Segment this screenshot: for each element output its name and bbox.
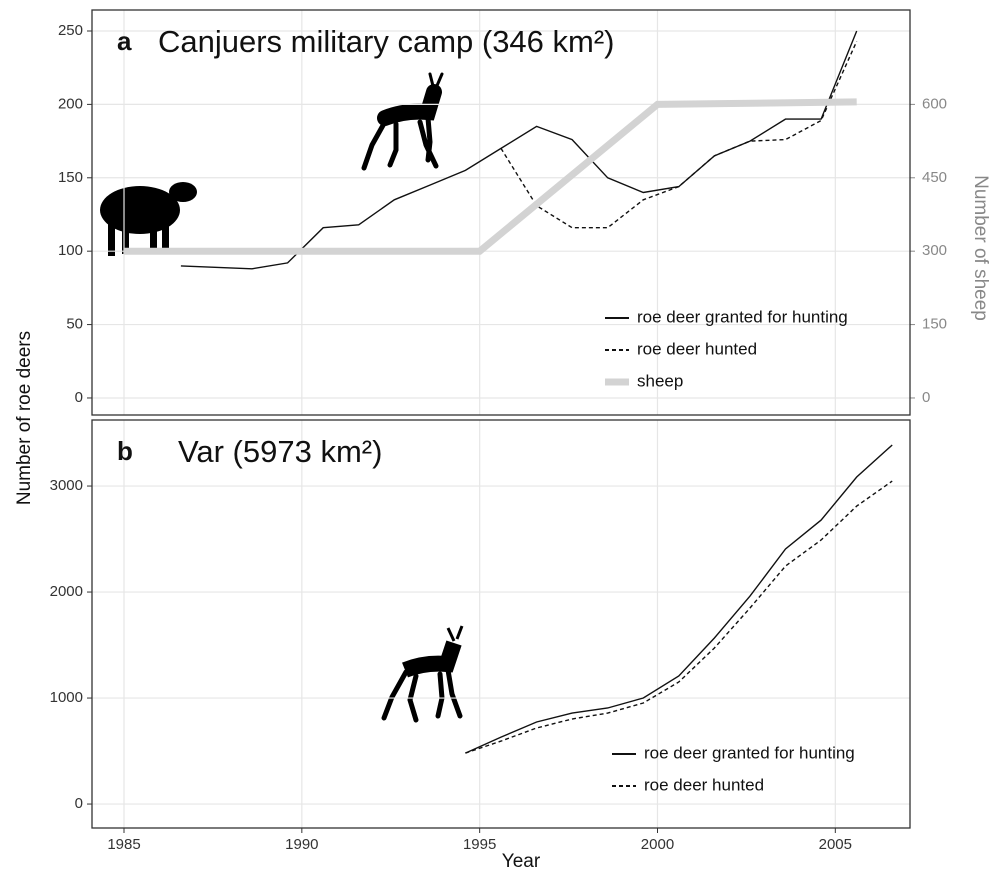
series-line — [465, 480, 893, 754]
y-tick-label: 1000 — [50, 689, 83, 706]
sheep-icon — [100, 182, 197, 256]
y-tick-label: 0 — [75, 389, 83, 406]
y-axis-label: Number of roe deers — [14, 331, 35, 505]
deer-icon — [381, 625, 464, 723]
legend-label: roe deer granted for hunting — [637, 307, 848, 326]
panel-title: Var (5973 km²) — [178, 434, 382, 469]
y2-axis-label: Number of sheep — [970, 175, 991, 321]
y-tick-label: 250 — [58, 22, 83, 39]
y2-tick-label: 150 — [922, 316, 947, 333]
y-tick-label: 50 — [66, 316, 83, 333]
series-line — [465, 444, 893, 754]
legend-label: roe deer granted for hunting — [644, 743, 855, 762]
y2-tick-label: 600 — [922, 95, 947, 112]
y2-tick-label: 450 — [922, 169, 947, 186]
y-tick-label: 3000 — [50, 477, 83, 494]
x-tick-label: 1995 — [463, 836, 496, 853]
series-line — [124, 98, 857, 255]
panel-border — [91, 419, 911, 829]
x-tick-label: 1990 — [285, 836, 318, 853]
legend-label: sheep — [637, 371, 683, 390]
y2-tick-label: 300 — [922, 242, 947, 259]
panel-border — [91, 9, 911, 416]
y-tick-label: 100 — [58, 242, 83, 259]
series-line — [180, 30, 858, 270]
x-tick-label: 1985 — [107, 836, 140, 853]
panel-title: Canjuers military camp (346 km²) — [158, 24, 615, 59]
y-tick-label: 200 — [58, 95, 83, 112]
x-tick-label: 2005 — [819, 836, 852, 853]
y-tick-label: 2000 — [50, 583, 83, 600]
series-line — [500, 41, 858, 229]
x-axis-label: Year — [502, 851, 541, 872]
legend-label: roe deer hunted — [637, 339, 757, 358]
y-tick-label: 0 — [75, 795, 83, 812]
x-tick-label: 2000 — [641, 836, 674, 853]
panel-label: a — [117, 26, 132, 56]
y-tick-label: 150 — [58, 169, 83, 186]
y2-tick-label: 0 — [922, 389, 930, 406]
deer-icon — [361, 72, 444, 171]
legend-label: roe deer hunted — [644, 775, 764, 794]
panel-label: b — [117, 436, 133, 466]
